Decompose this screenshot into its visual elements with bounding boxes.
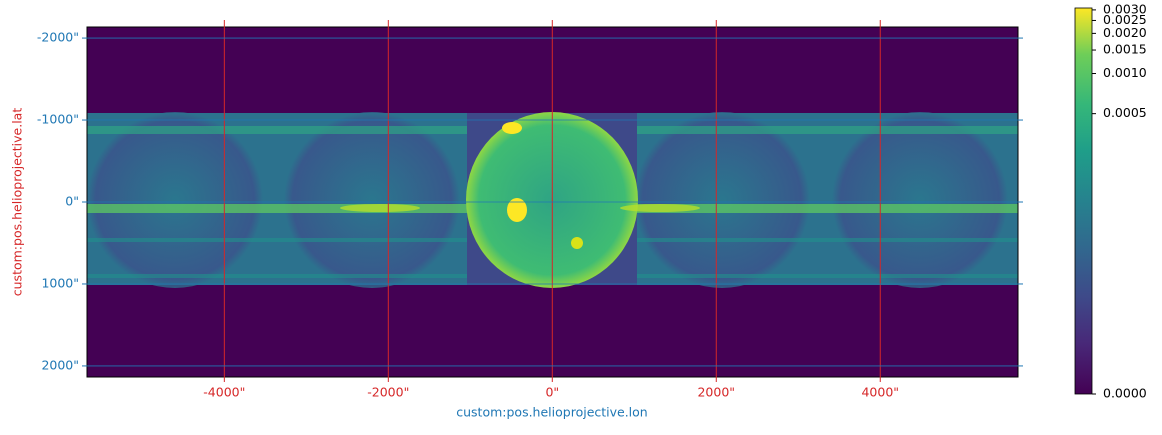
colorbar-tick-label: 0.0015 <box>1103 42 1147 57</box>
colorbar <box>1074 7 1093 395</box>
x-tick-label: 0" <box>545 385 559 400</box>
x-axis-label: custom:pos.helioprojective.lon <box>456 405 647 420</box>
x-tick-label: -2000" <box>367 385 409 400</box>
colorbar-tick-label: 0.0020 <box>1103 25 1147 40</box>
y-tick-label: 2000" <box>41 357 79 372</box>
colorbar-tick-label: 0.0010 <box>1103 65 1147 80</box>
x-tick-label: 2000" <box>697 385 735 400</box>
y-tick-label: -2000" <box>37 30 79 45</box>
colorbar-tick-label: 0.0025 <box>1103 12 1147 27</box>
x-tick-label: -4000" <box>203 385 245 400</box>
x-tick-label: 4000" <box>861 385 899 400</box>
colorbar-tick-label: 0.0000 <box>1103 386 1147 401</box>
y-tick-label: 0" <box>65 194 79 209</box>
y-tick-label: 1000" <box>41 275 79 290</box>
colorbar-tick-label: 0.0005 <box>1103 105 1147 120</box>
y-axis-label: custom:pos.helioprojective.lat <box>10 108 25 297</box>
colorbar-tick-label: 0.0030 <box>1103 1 1147 16</box>
y-tick-label: -1000" <box>37 112 79 127</box>
